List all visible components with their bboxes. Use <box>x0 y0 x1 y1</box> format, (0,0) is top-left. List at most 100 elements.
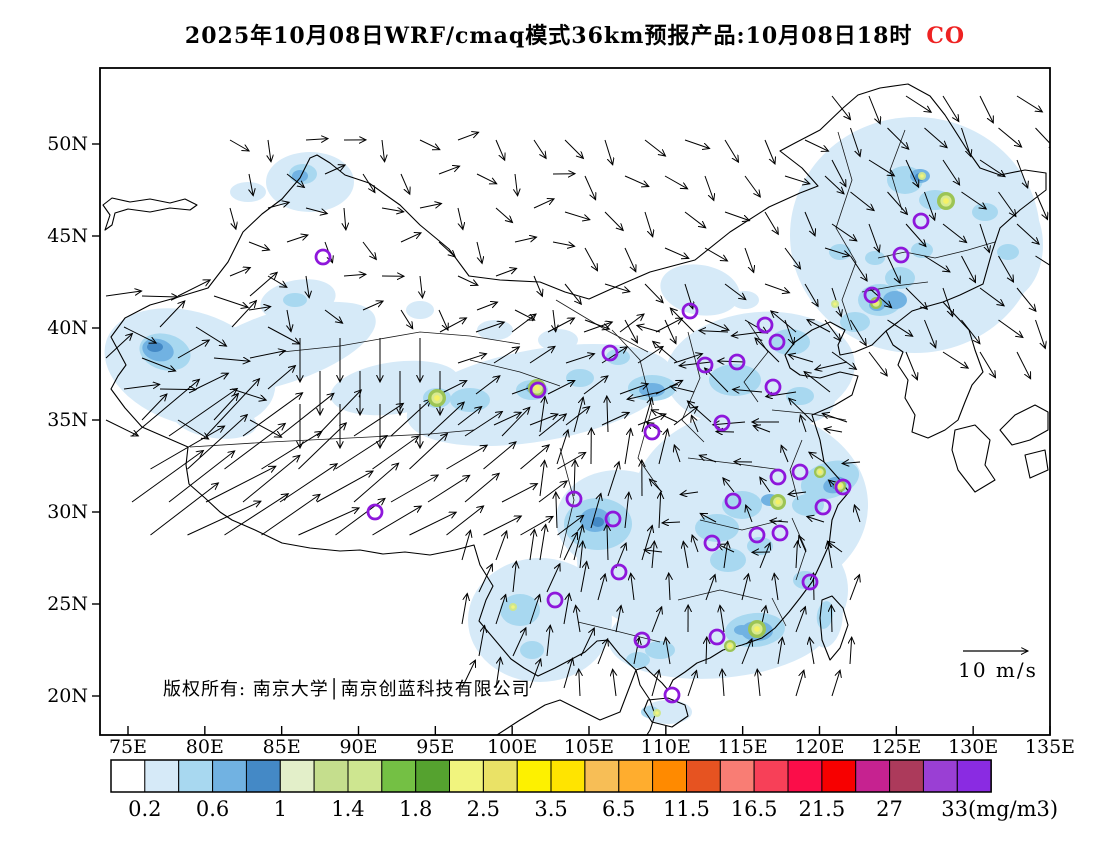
wind-arrow <box>784 247 801 269</box>
wind-arrow <box>105 419 138 436</box>
wind-arrow <box>619 384 648 395</box>
copyright-text: 版权所有: 南京大学│南京创蓝科技有限公司 <box>163 678 531 700</box>
wind-vector-field <box>105 95 1050 697</box>
wind-arrow <box>850 255 868 281</box>
wind-arrow <box>546 564 560 593</box>
colorbar-tick-label: 0.2 <box>128 797 161 821</box>
wind-arrow <box>868 159 894 176</box>
wind-arrow <box>279 393 334 437</box>
wind-arrow <box>777 637 782 665</box>
pollutant-label: CO <box>926 23 966 49</box>
wind-arrow <box>287 309 291 332</box>
wind-arrow <box>644 139 666 156</box>
wind-arrow <box>461 660 475 689</box>
wind-arrow <box>800 415 807 433</box>
wind-arrow <box>687 670 697 697</box>
wind-arrow <box>644 283 663 303</box>
lon-tick-label: 80E <box>186 736 224 758</box>
wind-arrow <box>604 211 623 231</box>
wind-arrow <box>249 419 282 437</box>
wind-arrow <box>261 431 322 470</box>
co-blob <box>722 491 762 519</box>
wind-arrow <box>177 419 209 439</box>
wind-arrow <box>213 394 238 421</box>
wind-arrow <box>809 452 825 463</box>
wind-arrow <box>478 564 492 593</box>
wind-arrow <box>520 516 554 536</box>
wind-arrow <box>753 426 771 433</box>
wind-arrow <box>850 637 852 665</box>
wind-arrow <box>268 139 271 162</box>
colorbar-cell <box>584 759 620 793</box>
co-blob <box>147 342 163 352</box>
wind-arrow <box>267 326 300 344</box>
lat-tick-label: 35N <box>47 409 88 431</box>
wind-arrow <box>141 394 167 421</box>
hotspot-marker <box>937 192 955 210</box>
wind-arrow <box>824 175 844 194</box>
wind-arrow <box>1016 223 1039 244</box>
wind-arrow <box>495 268 517 277</box>
lat-tick-label: 40N <box>47 317 88 339</box>
province-borders <box>189 129 996 643</box>
wind-arrow <box>624 175 649 187</box>
lat-tick-label: 20N <box>47 685 88 707</box>
wind-arrow <box>597 574 605 601</box>
wind-arrow <box>573 397 583 433</box>
wind-arrow <box>795 670 804 697</box>
wind-arrow <box>150 426 225 470</box>
lon-tick-label: 85E <box>263 736 301 758</box>
japan-kyushu <box>951 424 996 493</box>
colorbar-tick-label: 11.5 <box>663 797 710 821</box>
wind-arrow <box>229 207 236 229</box>
wind-arrow <box>267 202 289 209</box>
co-blob <box>645 641 675 659</box>
wind-arrow <box>495 657 501 689</box>
co-blob <box>997 244 1019 260</box>
wind-arrow <box>741 639 752 665</box>
colorbar-tick-label: 1.8 <box>399 797 432 821</box>
wind-arrow <box>563 594 569 625</box>
colorbar-cell <box>482 759 518 793</box>
colorbar-tick-label: 0.6 <box>196 797 229 821</box>
wind-arrow <box>195 373 228 390</box>
wind-arrow <box>849 575 860 601</box>
wind-arrow <box>249 351 285 359</box>
colorbar-tick-label: 6.5 <box>602 797 635 821</box>
wind-arrow <box>652 541 654 569</box>
wind-arrow <box>924 319 936 348</box>
wind-arrow <box>887 191 908 214</box>
wind-arrow <box>653 341 678 363</box>
colorbar-tick-label: 16.5 <box>731 797 778 821</box>
colorbar-cell <box>889 759 924 793</box>
city-marker <box>565 490 583 508</box>
wind-arrow <box>699 331 729 332</box>
wind-arrow <box>924 255 950 272</box>
wind-arrow <box>683 541 689 569</box>
wind-arrow <box>298 423 347 470</box>
wind-arrow <box>286 173 304 188</box>
city-marker <box>748 526 766 544</box>
wind-arrow <box>831 95 851 120</box>
lon-tick-label: 75E <box>109 736 147 758</box>
wind-arrow <box>649 479 663 493</box>
city-marker <box>529 381 547 399</box>
wind-arrow <box>664 175 688 189</box>
wind-arrow <box>998 191 1016 217</box>
korea-coastline <box>885 301 984 439</box>
wind-arrow <box>400 309 413 329</box>
lon-tick-label: 100E <box>487 736 537 758</box>
wind-arrow <box>795 607 805 633</box>
city-marker <box>771 524 789 542</box>
wind-arrow <box>563 532 577 561</box>
wind-arrow <box>298 508 360 536</box>
wind-arrow <box>824 319 841 341</box>
wind-arrow <box>807 320 831 333</box>
wind-arrow <box>306 275 309 298</box>
wind-arrow <box>679 362 712 366</box>
co-blob <box>710 548 746 572</box>
wind-arrow <box>324 309 343 323</box>
co-blob <box>972 203 998 221</box>
city-marker <box>769 468 787 486</box>
wind-arrow <box>580 562 587 593</box>
